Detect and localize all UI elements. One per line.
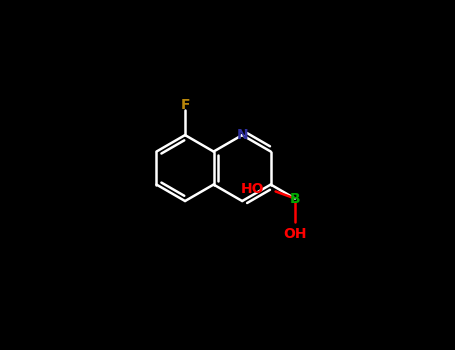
Text: B: B <box>290 191 300 205</box>
Text: HO: HO <box>241 182 264 196</box>
Text: F: F <box>180 98 190 112</box>
Text: OH: OH <box>283 226 307 240</box>
Text: N: N <box>236 128 248 142</box>
